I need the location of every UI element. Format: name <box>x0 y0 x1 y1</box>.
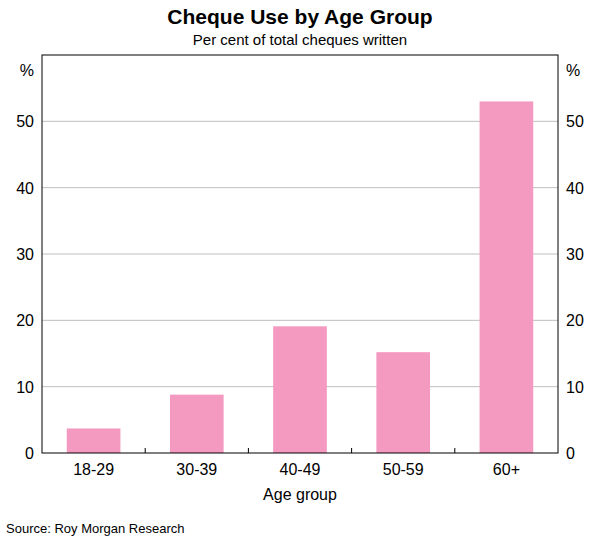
x-tick <box>248 448 249 453</box>
y2-tick-label: 10 <box>566 379 584 396</box>
y2-tick-label: 0 <box>566 445 575 462</box>
y-axis-label: % <box>20 62 34 79</box>
x-tick-label: 30-39 <box>176 461 217 478</box>
y2-tick-label: 30 <box>566 246 584 263</box>
x-tick <box>351 448 352 453</box>
y-tick-label: 30 <box>16 246 34 263</box>
y2-tick-label: 50 <box>566 113 584 130</box>
x-tick <box>145 448 146 453</box>
x-tick-label: 50-59 <box>383 461 424 478</box>
y2-tick-label: 40 <box>566 180 584 197</box>
x-tick-label: 60+ <box>493 461 520 478</box>
bar <box>273 326 327 453</box>
y2-tick-label: 20 <box>566 312 584 329</box>
y-tick-label: 20 <box>16 312 34 329</box>
bar <box>376 352 430 453</box>
x-axis-label: Age group <box>263 486 337 503</box>
title: Cheque Use by Age Group <box>167 5 432 28</box>
x-tick-label: 40-49 <box>280 461 321 478</box>
bars <box>67 101 533 453</box>
y-tick-label: 10 <box>16 379 34 396</box>
chart: Cheque Use by Age Group Per cent of total… <box>0 0 600 541</box>
bar <box>170 395 224 453</box>
bar <box>480 101 534 453</box>
y-tick-label: 40 <box>16 180 34 197</box>
y-tick-label: 0 <box>25 445 34 462</box>
source: Source: Roy Morgan Research <box>6 521 184 536</box>
x-tick <box>454 448 455 453</box>
plot-frame <box>42 55 558 453</box>
y2-axis-label: % <box>566 62 580 79</box>
bar <box>67 428 121 453</box>
subtitle: Per cent of total cheques written <box>193 31 407 48</box>
y-tick-label: 50 <box>16 113 34 130</box>
x-tick-label: 18-29 <box>73 461 114 478</box>
